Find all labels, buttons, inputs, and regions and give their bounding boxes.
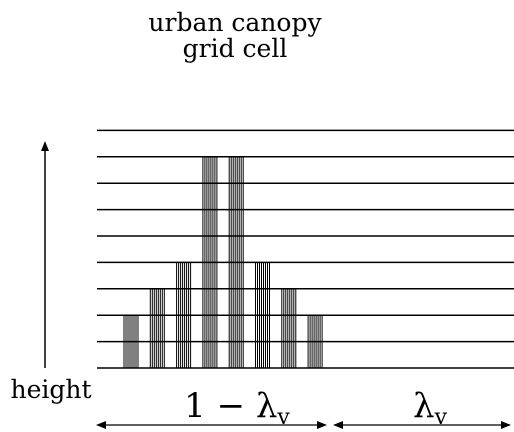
open-fraction-arrow — [333, 421, 511, 429]
title-line-2: grid cell — [183, 34, 288, 63]
building — [255, 262, 270, 368]
building — [149, 288, 165, 368]
building — [123, 315, 139, 368]
buildings — [123, 156, 323, 368]
building-fraction-subscript: v — [276, 405, 290, 430]
open-fraction-subscript: v — [434, 405, 448, 430]
building — [307, 315, 323, 368]
open-fraction-main: λ — [413, 386, 435, 426]
building — [228, 156, 244, 368]
height-label: height — [10, 375, 91, 404]
height-axis-arrow — [41, 141, 49, 368]
building-fraction-label: 1 − λv — [184, 386, 290, 430]
building — [202, 156, 218, 368]
building-fraction-arrow — [96, 421, 327, 429]
building — [176, 262, 192, 368]
height-levels — [97, 129, 514, 369]
title-line-1: urban canopy — [148, 8, 322, 37]
open-fraction-label: λv — [413, 386, 448, 430]
building — [281, 288, 297, 368]
building-fraction-main: 1 − λ — [184, 386, 277, 426]
